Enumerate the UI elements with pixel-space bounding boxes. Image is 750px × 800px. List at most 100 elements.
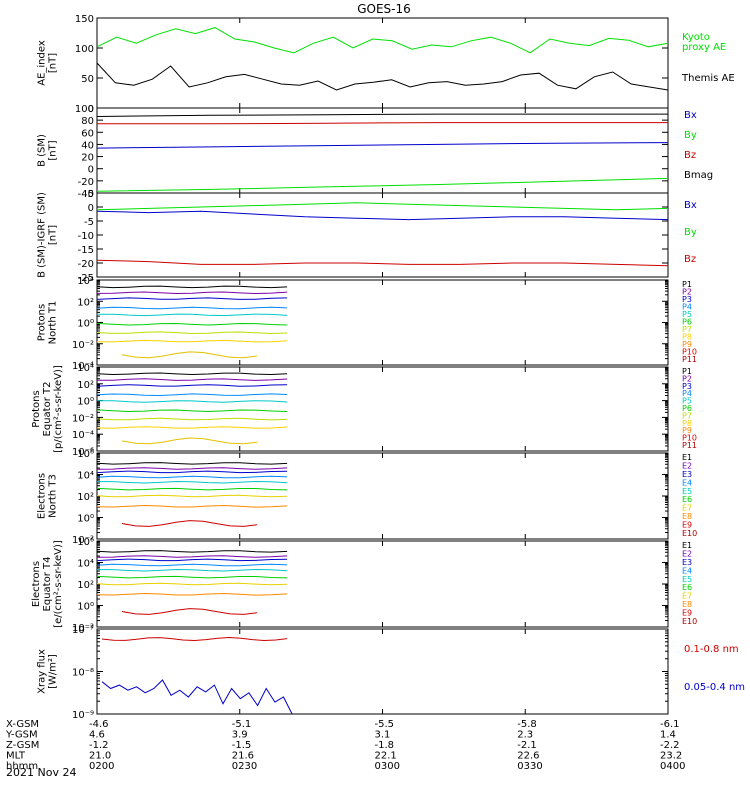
legend-p7: P7 (682, 325, 692, 334)
y-tick-label: 5 (88, 189, 94, 200)
ephem-value: -5.1 (232, 719, 252, 730)
series-bz (96, 259, 669, 267)
ephem-value: -1.2 (89, 740, 109, 751)
ephem-value: 21.0 (89, 751, 111, 762)
ephem-value: 0200 (89, 761, 114, 772)
y-axis-label: B (SM) (37, 134, 48, 167)
channel-trace-low (121, 437, 258, 445)
channel-trace (96, 372, 288, 376)
legend-bx: Bx (684, 200, 697, 211)
channel-trace (96, 322, 288, 326)
y-axis-label: Protons (31, 390, 42, 427)
y-tick-label: 10⁻² (72, 623, 94, 634)
legend-p3: P3 (682, 382, 692, 391)
legend-p2: P2 (682, 374, 692, 383)
panel-frame (96, 628, 669, 715)
legend-p3: P3 (682, 295, 692, 304)
legend-e6: E6 (682, 495, 692, 504)
ephem-value: 0300 (375, 761, 400, 772)
y-tick-label: 10⁴ (77, 276, 94, 287)
y-tick-label: 10⁶ (77, 537, 94, 548)
channel-trace (97, 313, 288, 317)
series-bx (96, 210, 669, 221)
channel-trace (96, 504, 288, 508)
channel-trace (96, 285, 288, 289)
ephem-value: 22.1 (375, 751, 397, 762)
ephem-value: 22.6 (517, 751, 539, 762)
panel-frame (96, 17, 669, 109)
y-tick-label: 10⁰ (77, 397, 94, 408)
legend-p1: P1 (682, 367, 692, 376)
channel-trace (96, 467, 288, 470)
y-tick-label: 10⁰ (77, 514, 94, 525)
ephem-value: 3.1 (375, 730, 391, 741)
legend-bz: Bz (684, 150, 696, 161)
ephem-value: -1.5 (232, 740, 252, 751)
y-tick-label: 10² (77, 297, 94, 308)
channel-trace (97, 480, 288, 484)
series-themis-ae (96, 62, 669, 91)
channel-trace (96, 592, 288, 596)
y-tick-label: -5 (84, 217, 94, 228)
legend-p11: P11 (682, 355, 697, 364)
y-tick-label: -20 (78, 177, 94, 188)
y-tick-label: 10⁻² (72, 340, 94, 351)
y-tick-label: 150 (75, 14, 94, 25)
legend-p10: P10 (682, 434, 697, 443)
legend-p7: P7 (682, 411, 692, 420)
channel-trace (96, 563, 288, 567)
y-tick-label: 10⁻⁹ (72, 710, 94, 721)
legend-e2: E2 (682, 549, 692, 558)
y-axis-label: [p/(cm²-s-sr-keV)] (53, 365, 64, 453)
legend-p4: P4 (682, 389, 692, 398)
legend-p10: P10 (682, 348, 697, 357)
legend-p5: P5 (682, 310, 692, 319)
y-tick-label: 40 (81, 140, 94, 151)
y-tick-label: 50 (81, 74, 94, 85)
channel-trace (96, 393, 288, 397)
channel-trace (96, 339, 288, 343)
y-axis-label: Equator T4 (42, 557, 53, 612)
y-tick-label: 60 (81, 128, 94, 139)
legend-e2: E2 (682, 461, 692, 470)
panel-protons-t1: 10⁻⁴ 10⁻² 10⁰ 10² 10⁴ Protons North T1 P1P2P3P4… (37, 276, 698, 372)
y-tick-label: 100 (75, 104, 94, 115)
channel-trace (97, 568, 288, 572)
ephem-value: 3.9 (232, 730, 248, 741)
y-tick-label: -20 (78, 259, 94, 270)
ephem-row-label: Z-GSM (6, 740, 39, 751)
series-bx (96, 142, 669, 149)
legend-e10: E10 (682, 617, 697, 626)
ephem-value: 1.4 (660, 730, 676, 741)
y-axis-label: [nT] (48, 53, 59, 73)
legend-e5: E5 (682, 487, 692, 496)
y-tick-label: 80 (81, 116, 94, 127)
series-bmag (96, 113, 668, 117)
legend-e7: E7 (682, 504, 692, 513)
channel-trace (96, 494, 288, 498)
y-tick-label: 10² (77, 580, 94, 591)
y-tick-label: 10⁰ (77, 319, 94, 330)
legend-e7: E7 (682, 592, 692, 601)
channel-trace-low (121, 351, 258, 359)
y-tick-label: 10⁻⁴ (72, 361, 94, 372)
ephem-value: -1.8 (375, 740, 395, 751)
ephem-row-label: MLT (6, 751, 26, 762)
legend-p4: P4 (682, 303, 692, 312)
legend-e6: E6 (682, 583, 692, 592)
legend-e4: E4 (682, 566, 692, 575)
y-axis-label: Equator T2 (42, 382, 53, 437)
y-axis-label: AE_index (37, 40, 48, 86)
legend-e1: E1 (682, 541, 692, 550)
ephem-value: 0230 (232, 761, 257, 772)
ephem-value: -6.1 (660, 719, 680, 730)
ephem-value: 0400 (660, 761, 685, 772)
ephem-value: -5.5 (375, 719, 395, 730)
panel-bigrf: -25 -20 -15 -10 -5 0 5 B (SM)-IGRF (SM) [nT] Bx By… (37, 189, 697, 284)
legend-p5: P5 (682, 397, 692, 406)
xray-short-trace (101, 636, 288, 642)
channel-trace (96, 575, 288, 579)
ephem-value: 2.3 (517, 730, 533, 741)
legend-kyoto: Kyoto (682, 32, 710, 43)
